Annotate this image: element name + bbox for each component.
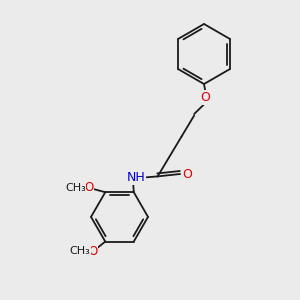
Text: O: O bbox=[201, 91, 210, 104]
Text: CH₃: CH₃ bbox=[65, 183, 85, 193]
Text: NH: NH bbox=[127, 171, 146, 184]
Text: O: O bbox=[84, 181, 93, 194]
Text: O: O bbox=[182, 167, 192, 181]
Text: O: O bbox=[88, 245, 98, 258]
Text: CH₃: CH₃ bbox=[69, 246, 90, 256]
